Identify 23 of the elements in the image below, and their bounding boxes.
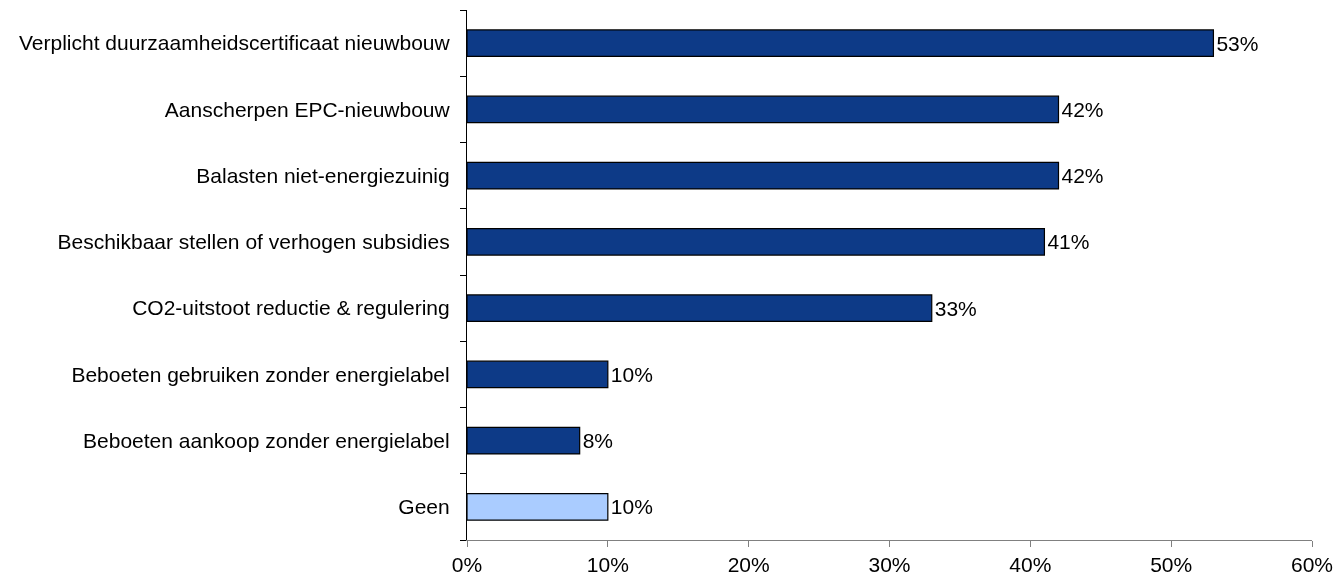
y-tick-label: CO2-uitstoot reductie & regulering	[132, 296, 450, 320]
y-tick-label: Beschikbaar stellen of verhogen subsidies	[57, 230, 450, 254]
x-tick-label: 40%	[1009, 553, 1052, 577]
data-label: 33%	[934, 296, 977, 320]
y-tick-label: Aanscherpen EPC-nieuwbouw	[164, 97, 451, 121]
x-tick-label: 10%	[586, 553, 629, 577]
x-tick-label: 60%	[1290, 553, 1334, 577]
data-label: 53%	[1216, 31, 1259, 55]
y-tick-label: Verplicht duurzaamheidscertificaat nieuwbouw	[18, 31, 451, 55]
x-tick-label: 30%	[868, 553, 911, 577]
data-label: 42%	[1061, 164, 1104, 188]
data-label: 8%	[582, 429, 614, 453]
x-tick-label: 50%	[1150, 553, 1193, 577]
y-tick-label: Beboeten aankoop zonder energielabel	[83, 428, 450, 452]
data-label: 41%	[1047, 230, 1090, 254]
data-label: 10%	[610, 495, 653, 519]
data-label: 42%	[1061, 97, 1104, 121]
y-tick-label: Beboeten gebruiken zonder energielabel	[71, 362, 450, 386]
y-tick-label: Balasten niet-energiezuinig	[196, 163, 450, 187]
y-tick-label: Geen	[398, 495, 450, 519]
x-tick-label: 0%	[451, 553, 483, 577]
x-tick-label: 20%	[727, 553, 770, 577]
data-label: 10%	[610, 362, 653, 386]
